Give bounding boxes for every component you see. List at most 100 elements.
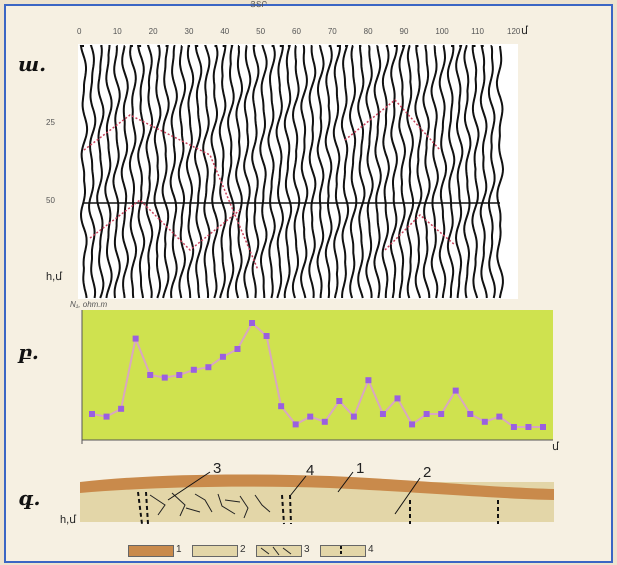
panel-a-y-tick-25: 25: [46, 118, 55, 127]
data-point: [176, 372, 183, 378]
callout-1: 1: [356, 460, 365, 477]
seismic-trace: [177, 45, 187, 299]
seismic-trace: [389, 45, 398, 299]
picked-arrival: [344, 98, 441, 151]
picked-arrival: [384, 213, 456, 251]
seismic-trace: [145, 45, 154, 299]
legend-num-2: 2: [240, 544, 246, 555]
panel-a-x-tick: 50: [256, 27, 266, 36]
panel-a-label: ш.: [18, 52, 47, 76]
seismic-trace: [422, 45, 431, 299]
picked-arrival: [83, 114, 259, 271]
seismic-trace: [193, 45, 203, 299]
seismic-trace: [446, 45, 456, 299]
seismic-trace: [332, 45, 342, 299]
panel-a-x-tick: 110: [471, 27, 484, 36]
callout-2: 2: [423, 464, 432, 481]
data-point: [132, 335, 139, 342]
seismic-trace: [454, 45, 464, 299]
data-point: [103, 413, 110, 420]
seismic-trace: [128, 45, 138, 299]
data-point: [278, 403, 285, 410]
layer-1-topsoil: [80, 474, 554, 500]
data-point: [147, 372, 154, 378]
seismic-trace: [373, 45, 382, 299]
legend-num-1: 1: [176, 544, 182, 555]
data-point: [219, 353, 226, 360]
seismic-trace: [340, 45, 350, 298]
seismic-trace: [226, 45, 235, 299]
seismic-trace: [381, 45, 390, 298]
seismic-trace: [463, 45, 472, 299]
seismic-trace: [104, 45, 113, 299]
data-point: [321, 418, 328, 425]
callout-4: 4: [306, 462, 315, 479]
panel-a-x-tick: 30: [184, 27, 194, 36]
panel-a-x-tick: 80: [363, 27, 373, 36]
data-point: [350, 413, 357, 420]
panel-a-depth-label: h,մ: [46, 271, 63, 283]
seismic-trace: [487, 45, 496, 299]
panel-a-x-tick: 20: [148, 27, 158, 36]
legend-fracture-icon: [260, 546, 292, 556]
data-point: [496, 413, 503, 420]
seismic-trace: [324, 45, 333, 299]
legend-swatch-3: [256, 545, 302, 557]
callout-lines: [167, 471, 421, 515]
data-point: [89, 411, 95, 417]
data-point: [438, 411, 445, 417]
panel-b-x-unit: մ: [552, 441, 559, 453]
seismic-trace: [161, 45, 170, 299]
seismic-trace: [112, 45, 121, 299]
data-point: [234, 346, 241, 352]
seismic-trace: [316, 45, 325, 299]
seismic-trace: [471, 45, 480, 299]
picked-arrival: [89, 199, 241, 252]
panel-c-depth-label: h,մ: [60, 514, 77, 526]
data-point: [452, 387, 459, 394]
seismic-trace: [430, 45, 439, 299]
fracture-zone-lines: [149, 492, 271, 519]
panel-b-y-label: N₁, ohm.m: [70, 300, 108, 309]
seismic-trace: [153, 45, 162, 299]
data-point: [190, 366, 197, 373]
data-point: [336, 398, 343, 404]
seismic-trace: [202, 45, 211, 299]
data-point: [394, 395, 401, 402]
seismic-trace: [495, 45, 505, 299]
seismic-trace: [398, 45, 407, 298]
data-point: [540, 424, 546, 430]
seismic-trace: [365, 45, 374, 299]
data-point: [409, 421, 416, 428]
panel-a-y-tick-50: 50: [46, 196, 55, 205]
seismic-trace: [267, 45, 276, 299]
seismic-trace: [357, 45, 366, 299]
data-point: [365, 377, 372, 384]
top-caption: ՅՏՐ: [250, 0, 268, 9]
data-point: [205, 364, 212, 371]
seismic-trace: [414, 45, 423, 299]
data-point: [118, 405, 125, 412]
seismic-trace: [251, 45, 260, 299]
data-point: [481, 418, 488, 425]
seismic-trace: [210, 45, 219, 299]
data-point: [467, 411, 474, 417]
seismic-trace: [275, 45, 284, 299]
seismic-trace: [169, 45, 178, 299]
data-point: [379, 411, 386, 417]
seismic-trace: [308, 45, 317, 299]
seismic-trace: [348, 45, 358, 299]
panel-a-x-tick: 40: [220, 27, 230, 36]
data-point: [161, 374, 168, 381]
panel-a-x-unit: մ: [521, 25, 528, 37]
seismic-trace: [96, 45, 105, 299]
seismic-trace: [234, 45, 244, 299]
panel-b-label: բ.: [18, 340, 39, 364]
seismic-trace: [88, 45, 97, 299]
panel-a-x-tick: 100: [435, 27, 449, 36]
seismic-trace: [120, 45, 130, 299]
seismic-trace: [218, 45, 227, 299]
panel-a-x-tick: 120: [507, 27, 521, 36]
